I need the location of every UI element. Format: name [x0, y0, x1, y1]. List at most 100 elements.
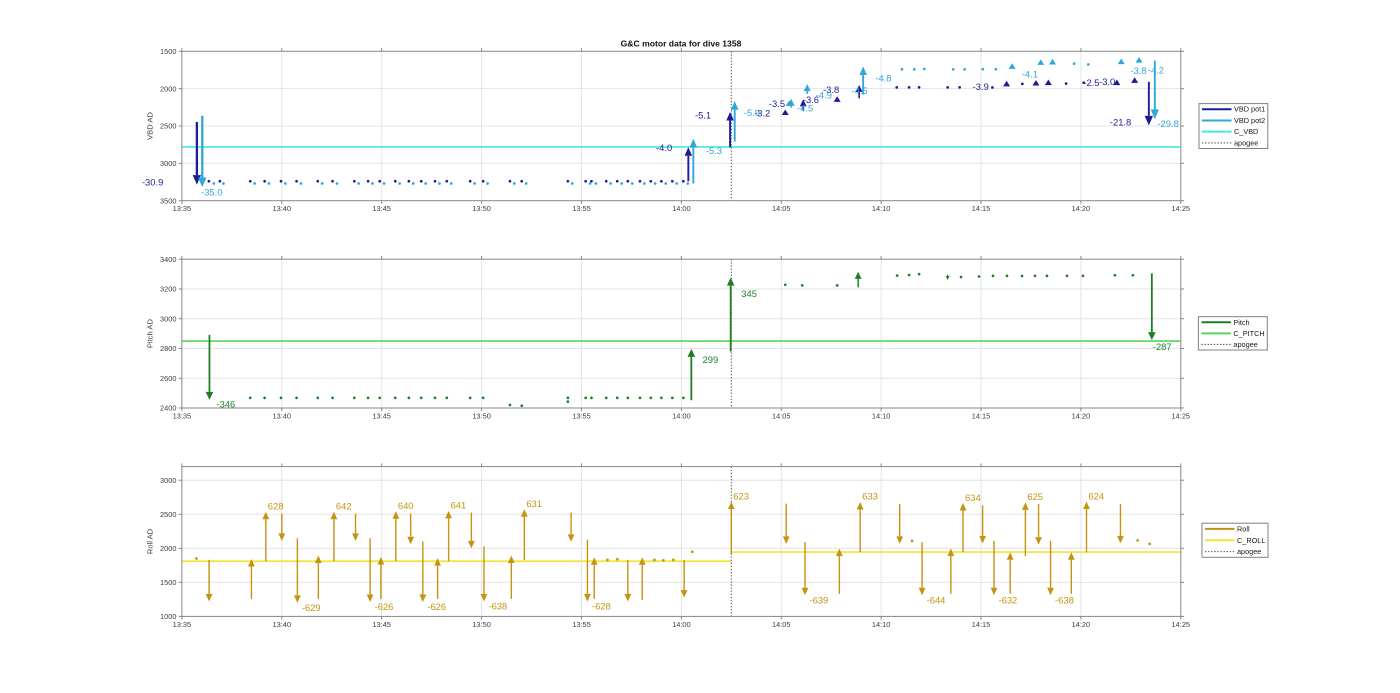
pitch-legend-label: Pitch [1233, 318, 1249, 327]
move-label: -29.8 [1157, 118, 1178, 129]
data-dot [626, 396, 630, 400]
data-dot [424, 182, 427, 185]
vbd-legend-box [1198, 103, 1269, 149]
data-dot [660, 179, 663, 183]
move-arrow-head [855, 84, 863, 92]
data-dot [331, 179, 334, 183]
data-dot [320, 182, 324, 185]
move-arrow-head [687, 348, 696, 357]
roll-plot: 13:35 13:40 13:45 13:50 13:55 14:00 14:05 14:10… [160, 463, 1269, 629]
move-arrow-head [1150, 109, 1160, 119]
data-dot [653, 182, 657, 185]
data-dot [981, 67, 985, 71]
chart-render-root: 13:35 13:40 13:45 13:50 13:55 14:00 14:05 14:10… [142, 47, 1269, 629]
data-dot [1005, 274, 1009, 278]
move-label: 625 [1027, 491, 1043, 502]
move-label: -639 [810, 594, 829, 605]
move-label: -346 [216, 398, 235, 409]
data-dot [218, 179, 222, 183]
move-arrow-head [205, 593, 213, 602]
data-dot [907, 273, 911, 277]
vbd-plot: 13:35 13:40 13:45 13:50 13:55 14:00 14:05 14:10… [142, 47, 1269, 213]
move-arrow-head [278, 533, 286, 541]
move-arrow-head [1083, 501, 1090, 510]
data-dot [267, 182, 271, 185]
move-arrow-head [1144, 115, 1154, 126]
move-arrow-head [407, 536, 415, 545]
move-label: -5.3 [706, 145, 722, 156]
move-label: -4.5 [797, 103, 813, 114]
vbd-grid [181, 51, 1181, 201]
data-dot [570, 182, 574, 185]
vbd-x-tick-label: 13:40 [273, 204, 292, 213]
move-label: 640 [398, 500, 414, 511]
roll-tick-labels: 13:35 13:40 13:45 13:50 13:55 14:00 14:05 14:10… [160, 476, 1190, 629]
data-dot [991, 86, 994, 89]
pitch-x-tick-label: 14:00 [672, 412, 691, 421]
data-dot [449, 182, 453, 185]
pump-marker [1117, 58, 1125, 65]
move-arrow-head [945, 276, 950, 281]
move-label: 624 [1089, 490, 1105, 501]
data-dot [352, 179, 356, 183]
data-dot [991, 274, 995, 278]
data-dot [438, 182, 441, 185]
data-dot [419, 179, 423, 183]
roll-x-tick-label: 14:15 [972, 620, 991, 629]
data-dot [524, 182, 528, 185]
data-dot [1082, 81, 1086, 85]
move-arrow-head [262, 511, 270, 520]
data-dot [660, 396, 663, 400]
move-arrow-head [507, 555, 515, 563]
move-label: 634 [965, 492, 981, 503]
data-dot [606, 558, 609, 562]
data-dot [486, 182, 489, 185]
data-dot [1148, 542, 1151, 546]
pump-marker [1113, 79, 1121, 86]
move-arrow-head [979, 535, 987, 544]
vbd-x-tick-label: 14:25 [1172, 204, 1191, 213]
data-dot [664, 182, 668, 185]
roll-x-tick-label: 14:20 [1072, 620, 1091, 629]
move-arrow-head [689, 138, 698, 148]
vbd-legend-label: C_VBD [1234, 127, 1258, 136]
vbd-x-tick-label: 13:55 [572, 204, 591, 213]
data-dot [508, 403, 512, 407]
data-dot [316, 179, 320, 183]
data-dot [690, 550, 694, 554]
data-dot [588, 182, 592, 185]
pitch-x-tick-label: 13:55 [572, 412, 591, 421]
vbd-legend-label: apogee [1234, 138, 1258, 147]
data-dot [1081, 274, 1085, 278]
data-dot [1021, 82, 1024, 86]
data-dot [604, 179, 608, 183]
data-dot [584, 396, 588, 400]
pump-marker [781, 109, 789, 116]
data-dot [681, 396, 685, 400]
vbd-y-axis-label: VBD AD [146, 112, 155, 140]
move-arrow-head [1035, 537, 1042, 545]
move-label: -287 [1153, 341, 1172, 352]
data-dot [951, 68, 955, 71]
data-dot [481, 396, 485, 400]
roll-y-tick-label: 1000 [160, 612, 176, 621]
move-label: -2.5 [1083, 77, 1099, 88]
move-arrow-head [434, 558, 442, 566]
move-label: -4.2 [1148, 64, 1164, 75]
pitch-x-tick-label: 14:25 [1172, 412, 1191, 421]
move-label: -3.9 [973, 81, 989, 92]
data-dot [195, 557, 198, 560]
pitch-y-tick-label: 3200 [160, 285, 176, 294]
data-dot [481, 179, 485, 183]
data-dot [615, 179, 619, 183]
move-arrow-head [377, 556, 385, 565]
data-dot [566, 396, 570, 400]
chart-title: G&C motor data for dive 1358 [621, 39, 742, 49]
move-label: -3.8 [1130, 65, 1146, 76]
move-arrow-head [854, 271, 862, 279]
roll-legend-label: Roll [1237, 524, 1250, 533]
data-dot [248, 396, 252, 400]
roll-x-tick-label: 14:25 [1172, 620, 1191, 629]
data-dot [263, 179, 266, 183]
